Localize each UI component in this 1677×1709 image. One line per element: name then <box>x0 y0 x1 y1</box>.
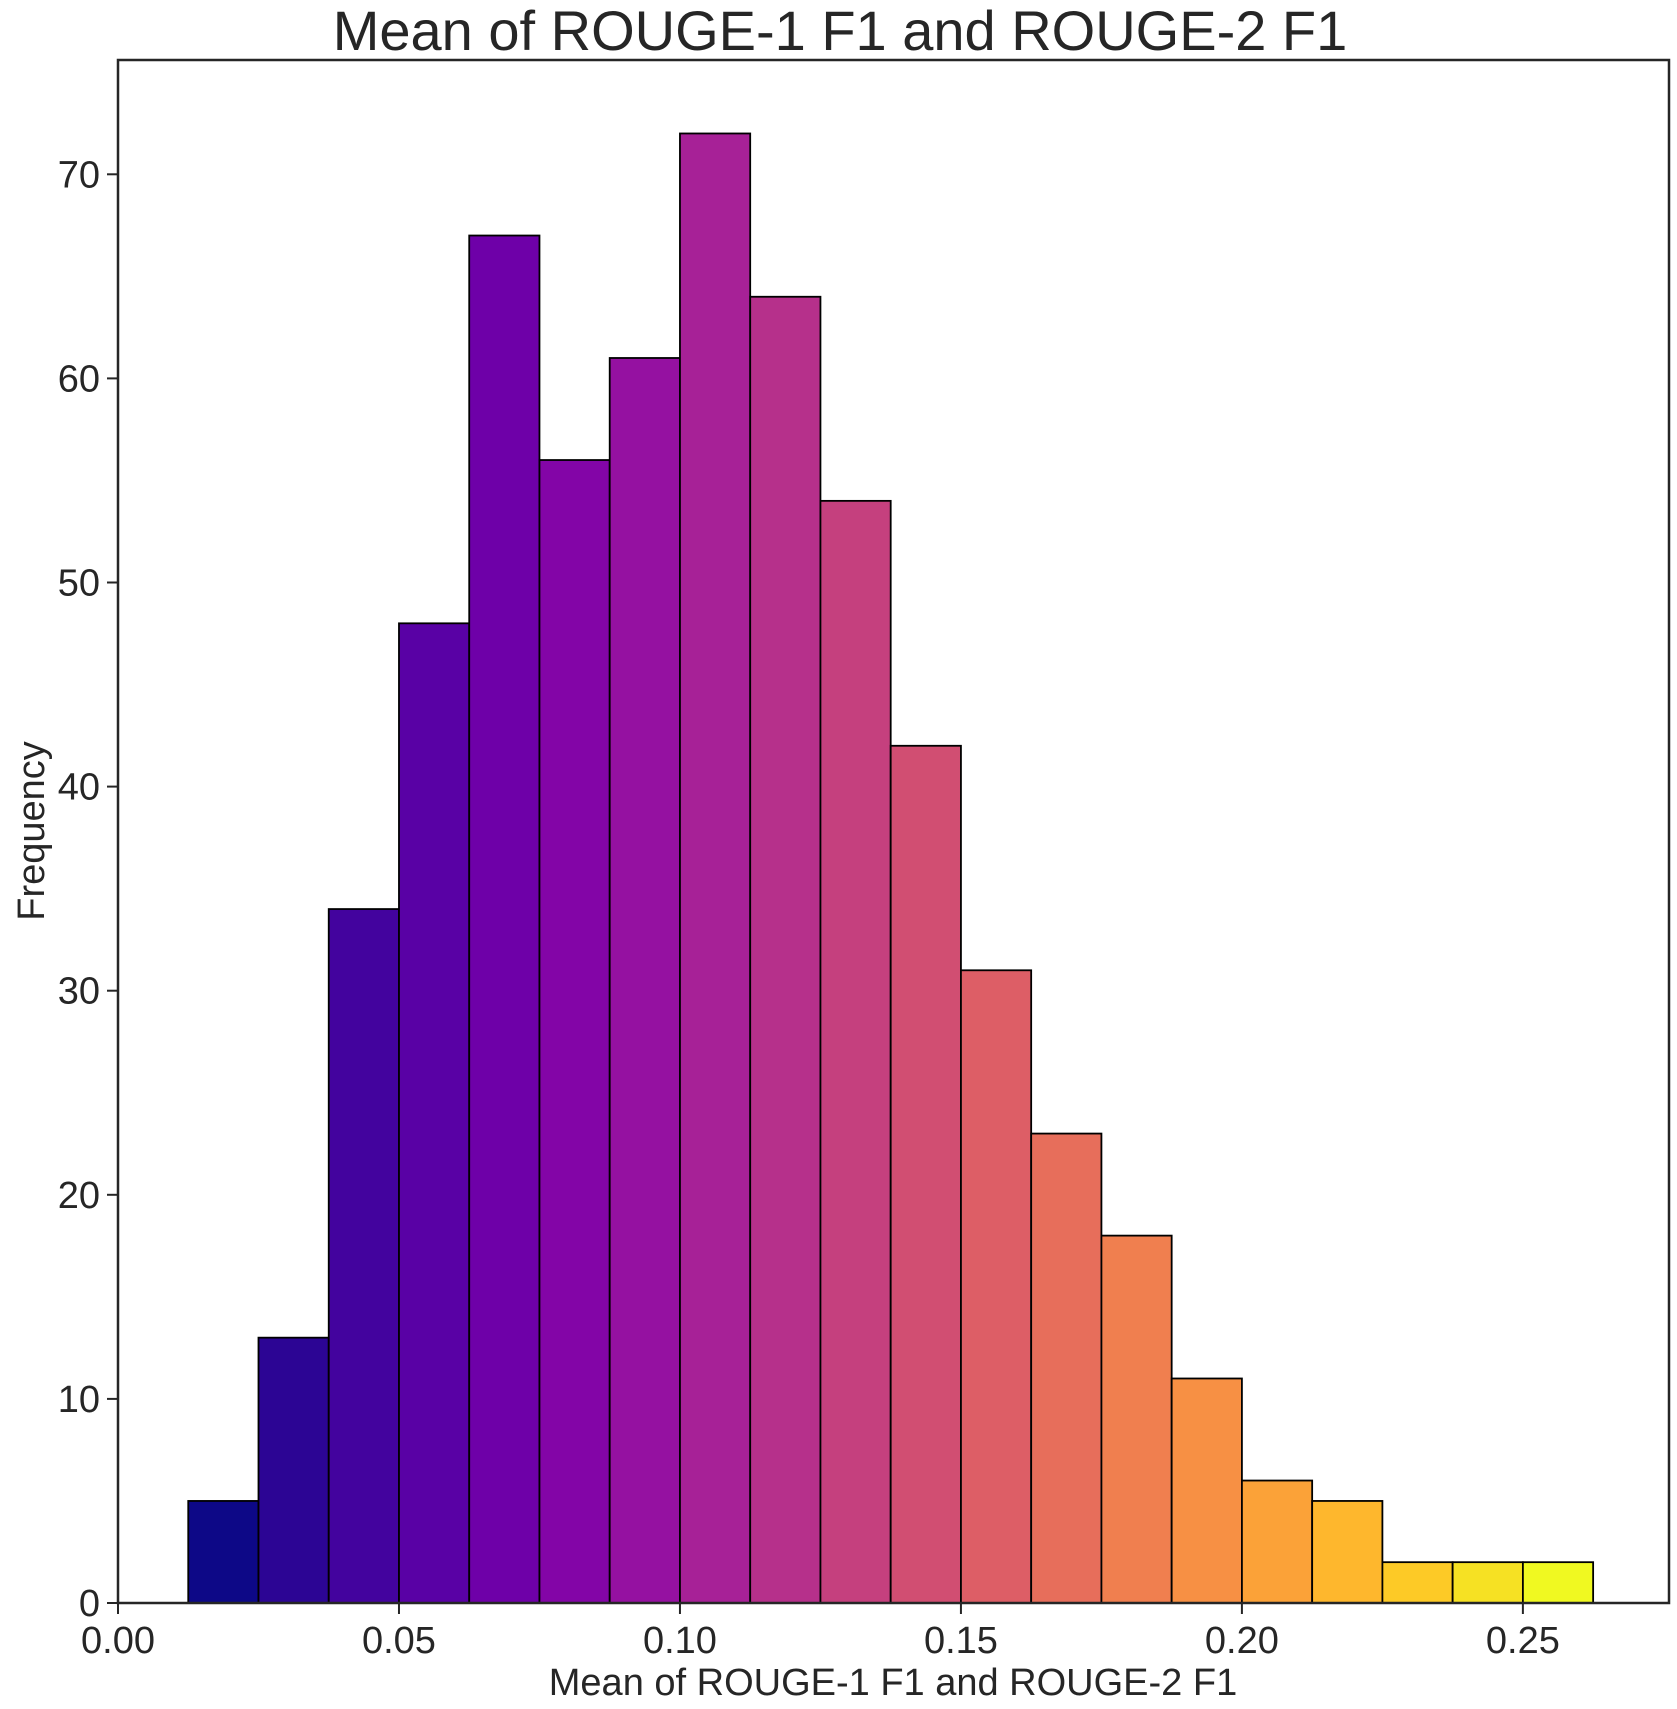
y-tick-label: 40 <box>58 767 100 809</box>
y-tick-label: 10 <box>58 1379 100 1421</box>
histogram-bar-3 <box>398 622 471 1604</box>
x-tick-label: 0.00 <box>81 1620 155 1662</box>
y-tick-label: 70 <box>58 154 100 196</box>
histogram-bar-19 <box>1521 1561 1595 1604</box>
x-tick-label: 0.10 <box>643 1620 717 1662</box>
y-tick-label: 60 <box>58 358 100 400</box>
histogram-bar-8 <box>749 295 822 1604</box>
histogram-bar-11 <box>960 969 1033 1604</box>
x-axis-label: Mean of ROUGE-1 F1 and ROUGE-2 F1 <box>549 1662 1237 1704</box>
x-tick-label: 0.05 <box>362 1620 436 1662</box>
histogram-bar-16 <box>1311 1500 1384 1604</box>
y-axis-ticks: 0 10 20 30 40 50 60 70 <box>58 154 118 1625</box>
x-tick-label: 0.25 <box>1486 1620 1560 1662</box>
histogram-bar-13 <box>1100 1234 1173 1604</box>
y-tick-label: 30 <box>58 971 100 1013</box>
histogram-bar-1 <box>257 1336 330 1604</box>
histogram-bar-9 <box>819 499 892 1604</box>
histogram-bar-18 <box>1451 1561 1524 1604</box>
y-tick-label: 0 <box>79 1583 100 1625</box>
histogram-bar-2 <box>327 908 400 1604</box>
histogram-bar-15 <box>1241 1479 1314 1604</box>
histogram-bar-0 <box>187 1500 260 1604</box>
y-axis-label: Frequency <box>11 741 53 921</box>
histogram-bar-7 <box>679 132 752 1604</box>
histogram-bar-17 <box>1381 1561 1454 1604</box>
histogram-bar-6 <box>608 357 681 1604</box>
chart-title: Mean of ROUGE-1 F1 and ROUGE-2 F1 <box>333 0 1348 62</box>
bars-group <box>187 132 1595 1604</box>
histogram-bar-14 <box>1170 1377 1243 1604</box>
y-tick-label: 20 <box>58 1175 100 1217</box>
x-tick-label: 0.20 <box>1205 1620 1279 1662</box>
x-axis-ticks: 0.00 0.05 0.10 0.15 0.20 0.25 <box>81 1603 1560 1662</box>
histogram-bar-4 <box>468 234 541 1604</box>
plot-frame <box>116 58 1671 1605</box>
histogram-bar-12 <box>1030 1132 1103 1604</box>
histogram-bar-5 <box>538 459 611 1604</box>
x-tick-label: 0.15 <box>924 1620 998 1662</box>
y-tick-label: 50 <box>58 562 100 604</box>
histogram-bar-10 <box>889 744 962 1604</box>
